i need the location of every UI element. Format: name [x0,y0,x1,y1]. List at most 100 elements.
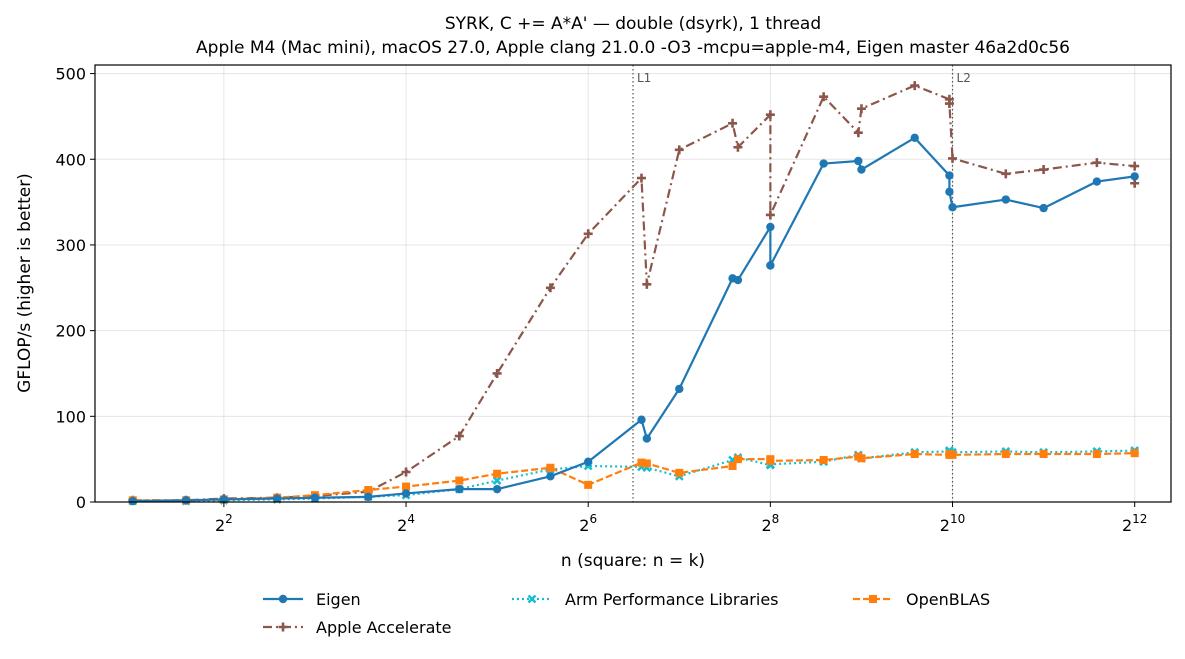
data-point-eigen [546,472,555,481]
y-axis-label: GFLOP/s (higher is better) [15,173,35,393]
data-point-openblas [1039,450,1048,459]
data-point-apple-accelerate [765,210,775,220]
data-point-eigen [910,133,919,143]
data-point-eigen [766,222,775,232]
data-point-apple-accelerate [856,104,866,114]
data-point-openblas [493,469,502,478]
data-point-apple-accelerate [583,229,593,239]
data-point-apple-accelerate [733,142,743,152]
data-point-eigen [364,492,373,502]
data-point-openblas [857,454,866,463]
legend-entry-apple-accelerate: Apple Accelerate [263,618,452,637]
data-point-eigen [766,261,775,270]
y-tick-label: 500 [55,65,86,84]
data-point-openblas [1001,450,1010,459]
data-point-apple-accelerate [1092,158,1102,168]
data-point-eigen [948,203,957,212]
legend-entry-eigen: Eigen [263,590,361,609]
legend: Eigen Arm Performance Libraries OpenBLAS Ap… [263,590,990,637]
legend-marker-arm-performance-libraries [527,594,537,604]
data-point-apple-accelerate [1130,161,1140,171]
legend-label-apple-accelerate: Apple Accelerate [316,618,452,637]
data-point-eigen [675,384,684,394]
x-tick-label: 22 [215,512,233,535]
data-point-openblas [910,450,919,459]
data-point-apple-accelerate [674,145,684,155]
data-point-openblas [402,482,411,491]
data-point-eigen [733,275,743,285]
reference-label-l2: L2 [957,71,971,85]
data-point-apple-accelerate [1001,169,1011,179]
series-openblas [128,449,1139,505]
data-point-apple-accelerate [545,283,555,293]
data-point-apple-accelerate [454,431,464,441]
legend-marker-apple-accelerate [278,622,288,632]
reference-lines: L1 L2 [632,65,971,502]
plot-series [128,81,1140,506]
y-tick-label: 400 [55,150,86,169]
y-tick-label: 200 [55,322,86,341]
data-point-arm-performance-libraries [492,476,502,485]
data-point-eigen [272,494,282,503]
data-point-apple-accelerate [819,92,829,102]
data-point-eigen [401,489,411,498]
data-point-openblas [1130,449,1139,458]
data-point-eigen [1039,203,1048,213]
data-point-eigen [857,165,866,174]
data-point-apple-accelerate [642,279,652,289]
chart-title: SYRK, C += A*A' — double (dsyrk), 1 thre… [445,14,821,34]
data-point-eigen [181,496,191,505]
data-point-openblas [546,463,555,472]
data-point-openblas [733,455,742,464]
x-axis-label: n (square: n = k) [561,551,705,571]
x-axis-ticks: 22 24 26 28 210 212 [215,502,1147,535]
legend-marker-openblas [869,595,877,603]
data-point-apple-accelerate [765,110,775,120]
legend-label-openblas: OpenBLAS [906,590,990,609]
series-eigen [128,133,1139,506]
data-point-apple-accelerate [853,128,863,138]
data-point-apple-accelerate [636,173,646,183]
data-point-eigen [310,493,320,502]
data-point-eigen [584,457,593,466]
data-point-eigen [642,434,652,443]
x-tick-label: 212 [1122,512,1147,535]
plot-frame [94,64,1172,503]
data-point-apple-accelerate [944,99,954,109]
data-point-eigen [945,171,954,180]
data-point-apple-accelerate [910,81,920,91]
data-point-eigen [945,187,954,197]
data-point-eigen [819,159,828,168]
y-tick-label: 100 [55,407,86,426]
legend-entry-openblas: OpenBLAS [853,590,990,609]
x-tick-label: 210 [940,512,965,535]
chart-subtitle: Apple M4 (Mac mini), macOS 27.0, Apple c… [196,38,1070,58]
data-point-openblas [637,458,646,467]
x-tick-label: 24 [397,512,415,535]
data-point-openblas [642,459,651,468]
y-axis-ticks: 0 100 200 300 400 500 [55,65,95,512]
data-point-apple-accelerate [948,153,958,163]
series-line-eigen [132,136,1135,503]
legend-label-eigen: Eigen [316,590,361,609]
data-point-openblas [819,456,828,465]
data-point-openblas [766,456,775,465]
data-point-openblas [364,486,373,495]
series-line-apple-accelerate [132,84,1136,502]
gridlines [95,65,1171,503]
data-point-eigen [1092,177,1102,186]
data-point-openblas [455,476,464,485]
data-point-openblas [675,468,684,477]
data-point-eigen [637,415,646,424]
data-point-apple-accelerate [401,467,411,477]
data-point-openblas [1092,450,1101,459]
data-point-apple-accelerate [492,368,502,378]
data-point-openblas [948,450,957,459]
data-point-eigen [128,496,138,506]
data-point-apple-accelerate [1039,165,1049,175]
data-point-eigen [492,484,502,494]
legend-marker-eigen [278,594,288,604]
data-point-apple-accelerate [728,118,738,128]
legend-entry-arm-performance-libraries: Arm Performance Libraries [512,590,779,609]
